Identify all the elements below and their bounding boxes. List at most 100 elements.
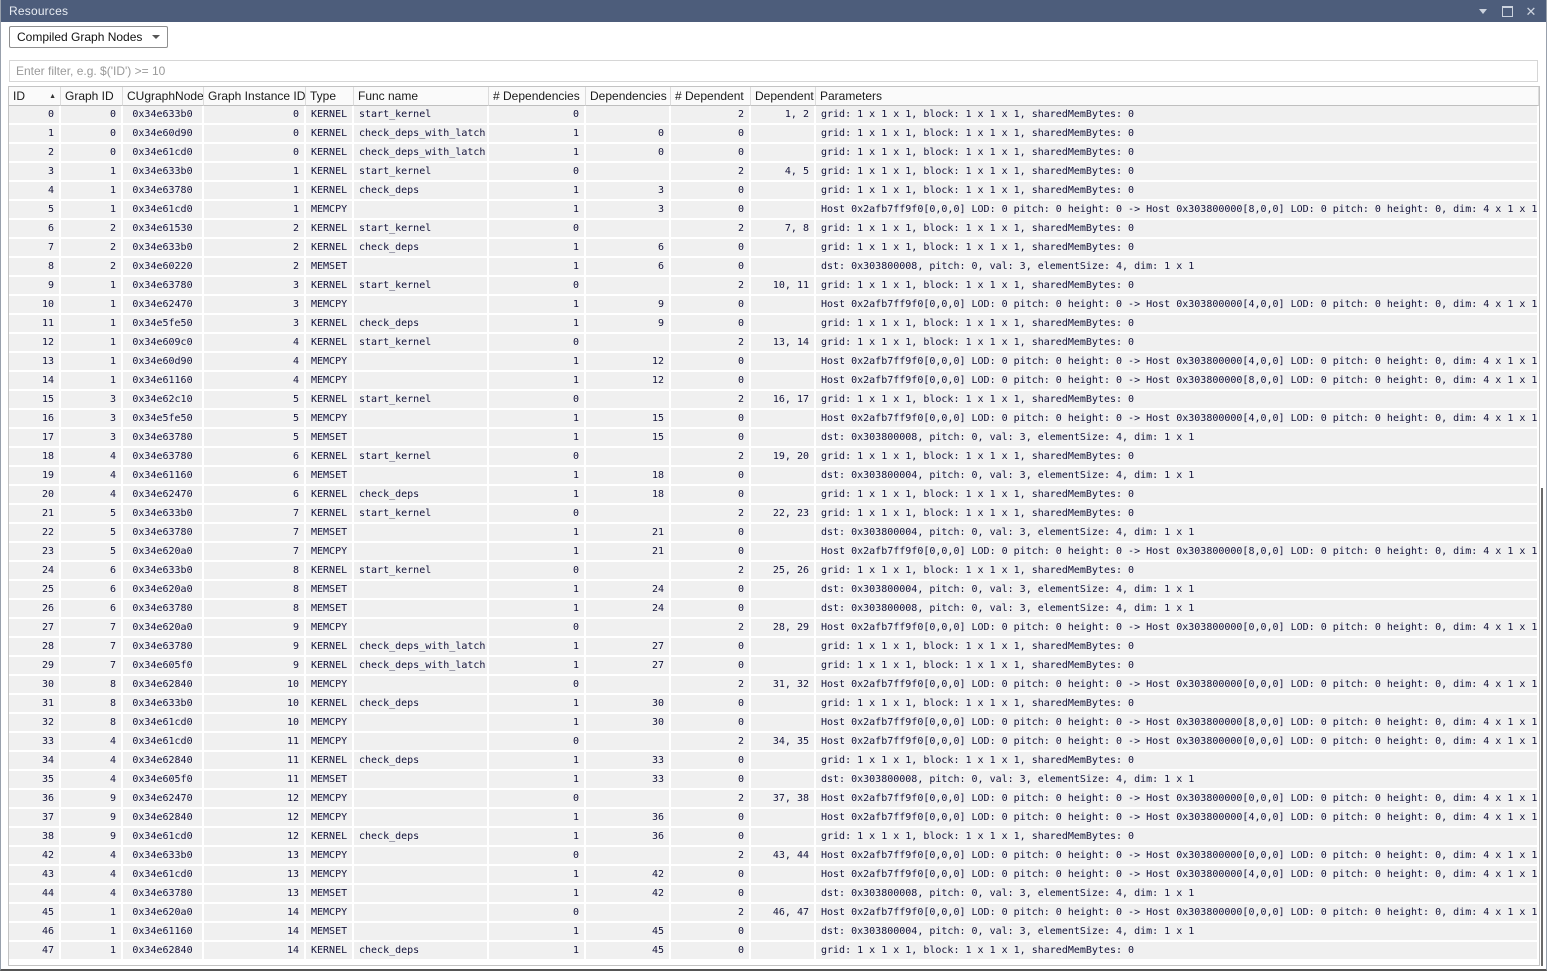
cell-graph-id[interactable]: 5 (61, 505, 123, 524)
cell-dependent[interactable] (751, 429, 816, 448)
cell-type[interactable]: KERNEL (306, 220, 354, 239)
cell-type[interactable]: MEMCPY (306, 866, 354, 885)
cell-func-name[interactable] (354, 809, 489, 828)
cell-graph-instance-id[interactable]: 10 (204, 676, 306, 695)
close-icon[interactable]: ✕ (1525, 3, 1537, 19)
cell-num-dependent[interactable]: 2 (671, 220, 751, 239)
cell-type[interactable]: MEMSET (306, 771, 354, 790)
cell-type[interactable]: MEMSET (306, 524, 354, 543)
cell-id[interactable]: 44 (9, 885, 61, 904)
cell-func-name[interactable]: check_deps (354, 182, 489, 201)
cell-dependencies[interactable]: 33 (586, 752, 671, 771)
cell-type[interactable]: KERNEL (306, 752, 354, 771)
cell-cugraphnode[interactable]: 0x34e60220 (123, 258, 204, 277)
cell-num-dependent[interactable]: 0 (671, 486, 751, 505)
cell-dependent[interactable] (751, 144, 816, 163)
cell-num-dependencies[interactable]: 1 (489, 809, 586, 828)
cell-num-dependencies[interactable]: 0 (489, 619, 586, 638)
cell-func-name[interactable]: check_deps_with_latch (354, 144, 489, 163)
cell-graph-instance-id[interactable]: 13 (204, 866, 306, 885)
table-row[interactable]: 3 1 0x34e633b0 1 KERNEL start_kernel 0 2 4, 5 gri… (9, 163, 1539, 182)
cell-parameters[interactable]: dst: 0x303800004, pitch: 0, val: 3, elem… (816, 923, 1539, 942)
cell-id[interactable]: 11 (9, 315, 61, 334)
cell-cugraphnode[interactable]: 0x34e60d90 (123, 125, 204, 144)
cell-graph-id[interactable]: 6 (61, 581, 123, 600)
cell-parameters[interactable]: dst: 0x303800008, pitch: 0, val: 3, elem… (816, 429, 1539, 448)
cell-dependent[interactable] (751, 600, 816, 619)
cell-func-name[interactable]: start_kernel (354, 391, 489, 410)
cell-type[interactable]: KERNEL (306, 334, 354, 353)
cell-cugraphnode[interactable]: 0x34e620a0 (123, 581, 204, 600)
cell-graph-instance-id[interactable]: 11 (204, 733, 306, 752)
cell-dependencies[interactable]: 15 (586, 429, 671, 448)
cell-type[interactable]: MEMCPY (306, 790, 354, 809)
cell-num-dependencies[interactable]: 1 (489, 771, 586, 790)
cell-type[interactable]: MEMCPY (306, 543, 354, 562)
cell-graph-instance-id[interactable]: 7 (204, 543, 306, 562)
table-row[interactable]: 26 6 0x34e63780 8 MEMSET 1 24 0 dst: 0x303800008… (9, 600, 1539, 619)
cell-cugraphnode[interactable]: 0x34e61160 (123, 467, 204, 486)
cell-type[interactable]: MEMCPY (306, 809, 354, 828)
cell-type[interactable]: MEMCPY (306, 372, 354, 391)
cell-type[interactable]: MEMCPY (306, 296, 354, 315)
cell-dependent[interactable] (751, 885, 816, 904)
cell-graph-id[interactable]: 4 (61, 885, 123, 904)
cell-func-name[interactable]: start_kernel (354, 562, 489, 581)
cell-num-dependencies[interactable]: 1 (489, 410, 586, 429)
cell-num-dependencies[interactable]: 1 (489, 885, 586, 904)
cell-dependent[interactable] (751, 923, 816, 942)
cell-type[interactable]: MEMCPY (306, 353, 354, 372)
cell-cugraphnode[interactable]: 0x34e61160 (123, 372, 204, 391)
cell-parameters[interactable]: grid: 1 x 1 x 1, block: 1 x 1 x 1, share… (816, 942, 1539, 961)
cell-type[interactable]: KERNEL (306, 315, 354, 334)
cell-dependencies[interactable]: 42 (586, 885, 671, 904)
table-row[interactable]: 46 1 0x34e61160 14 MEMSET 1 45 0 dst: 0x30380000… (9, 923, 1539, 942)
cell-num-dependencies[interactable]: 0 (489, 847, 586, 866)
cell-graph-id[interactable]: 1 (61, 904, 123, 923)
cell-dependencies[interactable] (586, 562, 671, 581)
cell-graph-id[interactable]: 2 (61, 220, 123, 239)
table-row[interactable]: 10 1 0x34e62470 3 MEMCPY 1 9 0 Host 0x2afb7ff9f0… (9, 296, 1539, 315)
cell-graph-instance-id[interactable]: 14 (204, 904, 306, 923)
cell-func-name[interactable] (354, 201, 489, 220)
cell-func-name[interactable]: check_deps (354, 942, 489, 961)
cell-dependent[interactable] (751, 638, 816, 657)
table-row[interactable]: 28 7 0x34e63780 9 KERNEL check_deps_with_latc… (9, 638, 1539, 657)
cell-parameters[interactable]: dst: 0x303800004, pitch: 0, val: 3, elem… (816, 524, 1539, 543)
cell-dependencies[interactable] (586, 106, 671, 125)
cell-graph-id[interactable]: 3 (61, 410, 123, 429)
cell-graph-instance-id[interactable]: 10 (204, 714, 306, 733)
cell-num-dependencies[interactable]: 1 (489, 467, 586, 486)
table-row[interactable]: 7 2 0x34e633b0 2 KERNEL check_deps 1 6 0 grid: 1 … (9, 239, 1539, 258)
cell-graph-id[interactable]: 0 (61, 144, 123, 163)
cell-graph-instance-id[interactable]: 0 (204, 106, 306, 125)
table-row[interactable]: 24 6 0x34e633b0 8 KERNEL start_kernel 0 2 25, 26… (9, 562, 1539, 581)
cell-id[interactable]: 37 (9, 809, 61, 828)
cell-cugraphnode[interactable]: 0x34e61cd0 (123, 733, 204, 752)
table-row[interactable]: 47 1 0x34e62840 14 KERNEL check_deps 1 45 0 grid:… (9, 942, 1539, 961)
vertical-scrollbar[interactable] (1541, 488, 1543, 966)
cell-cugraphnode[interactable]: 0x34e633b0 (123, 847, 204, 866)
cell-num-dependent[interactable]: 2 (671, 106, 751, 125)
cell-func-name[interactable] (354, 353, 489, 372)
cell-graph-instance-id[interactable]: 5 (204, 410, 306, 429)
cell-graph-id[interactable]: 4 (61, 486, 123, 505)
cell-parameters[interactable]: Host 0x2afb7ff9f0[0,0,0] LOD: 0 pitch: 0… (816, 353, 1539, 372)
table-row[interactable]: 22 5 0x34e63780 7 MEMSET 1 21 0 dst: 0x303800004… (9, 524, 1539, 543)
cell-cugraphnode[interactable]: 0x34e61530 (123, 220, 204, 239)
cell-func-name[interactable] (354, 790, 489, 809)
maximize-icon[interactable] (1498, 3, 1516, 19)
cell-parameters[interactable]: Host 0x2afb7ff9f0[0,0,0] LOD: 0 pitch: 0… (816, 847, 1539, 866)
cell-graph-instance-id[interactable]: 10 (204, 695, 306, 714)
cell-type[interactable]: KERNEL (306, 106, 354, 125)
cell-func-name[interactable] (354, 410, 489, 429)
cell-func-name[interactable]: check_deps (354, 486, 489, 505)
cell-dependencies[interactable]: 36 (586, 828, 671, 847)
cell-type[interactable]: KERNEL (306, 448, 354, 467)
cell-num-dependent[interactable]: 0 (671, 581, 751, 600)
cell-type[interactable]: MEMCPY (306, 619, 354, 638)
cell-dependencies[interactable]: 9 (586, 296, 671, 315)
cell-graph-instance-id[interactable]: 5 (204, 391, 306, 410)
cell-func-name[interactable] (354, 296, 489, 315)
cell-func-name[interactable] (354, 771, 489, 790)
